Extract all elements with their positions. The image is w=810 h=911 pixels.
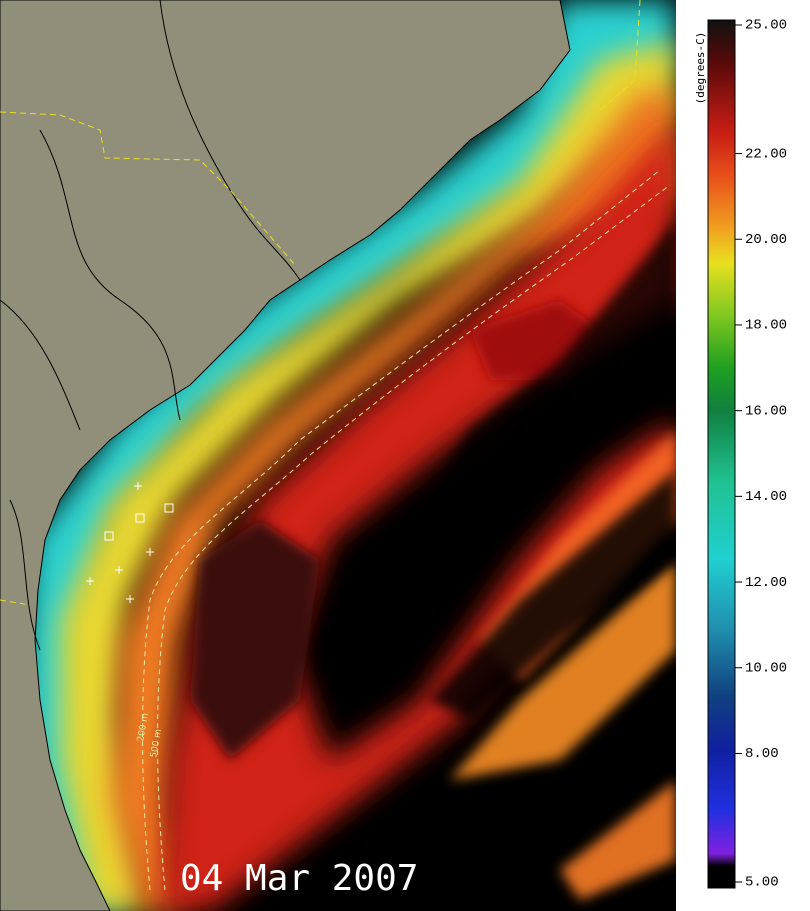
colorbar-tick-label: 20.00	[745, 232, 787, 248]
contour-label: 500 m	[149, 728, 164, 758]
date-label: 04 Mar 2007	[180, 858, 418, 899]
colorbar-panel	[676, 0, 810, 911]
stations	[86, 482, 174, 603]
colorbar-tick-label: 10.00	[745, 660, 787, 676]
colorbar	[707, 19, 736, 889]
colorbar-tick-label: 22.00	[745, 146, 787, 162]
borders	[0, 0, 301, 651]
land	[0, 0, 571, 911]
sst-field	[20, 0, 676, 911]
colorbar-tick-label: 14.00	[745, 489, 787, 505]
colorbar-tick-label: 25.00	[745, 18, 787, 34]
colorbar-units: (degrees-C)	[694, 32, 707, 105]
colorbar-tick-label: 8.00	[745, 746, 779, 762]
isobaths	[142, 169, 671, 891]
contour-label: 200 m	[136, 712, 151, 742]
colorbar-tick-label: 16.00	[745, 403, 787, 419]
colorbar-tick-label: 18.00	[745, 318, 787, 334]
colorbar-tick-label: 5.00	[745, 875, 779, 891]
state-lines	[0, 0, 641, 606]
colorbar-tick-label: 12.00	[745, 575, 787, 591]
